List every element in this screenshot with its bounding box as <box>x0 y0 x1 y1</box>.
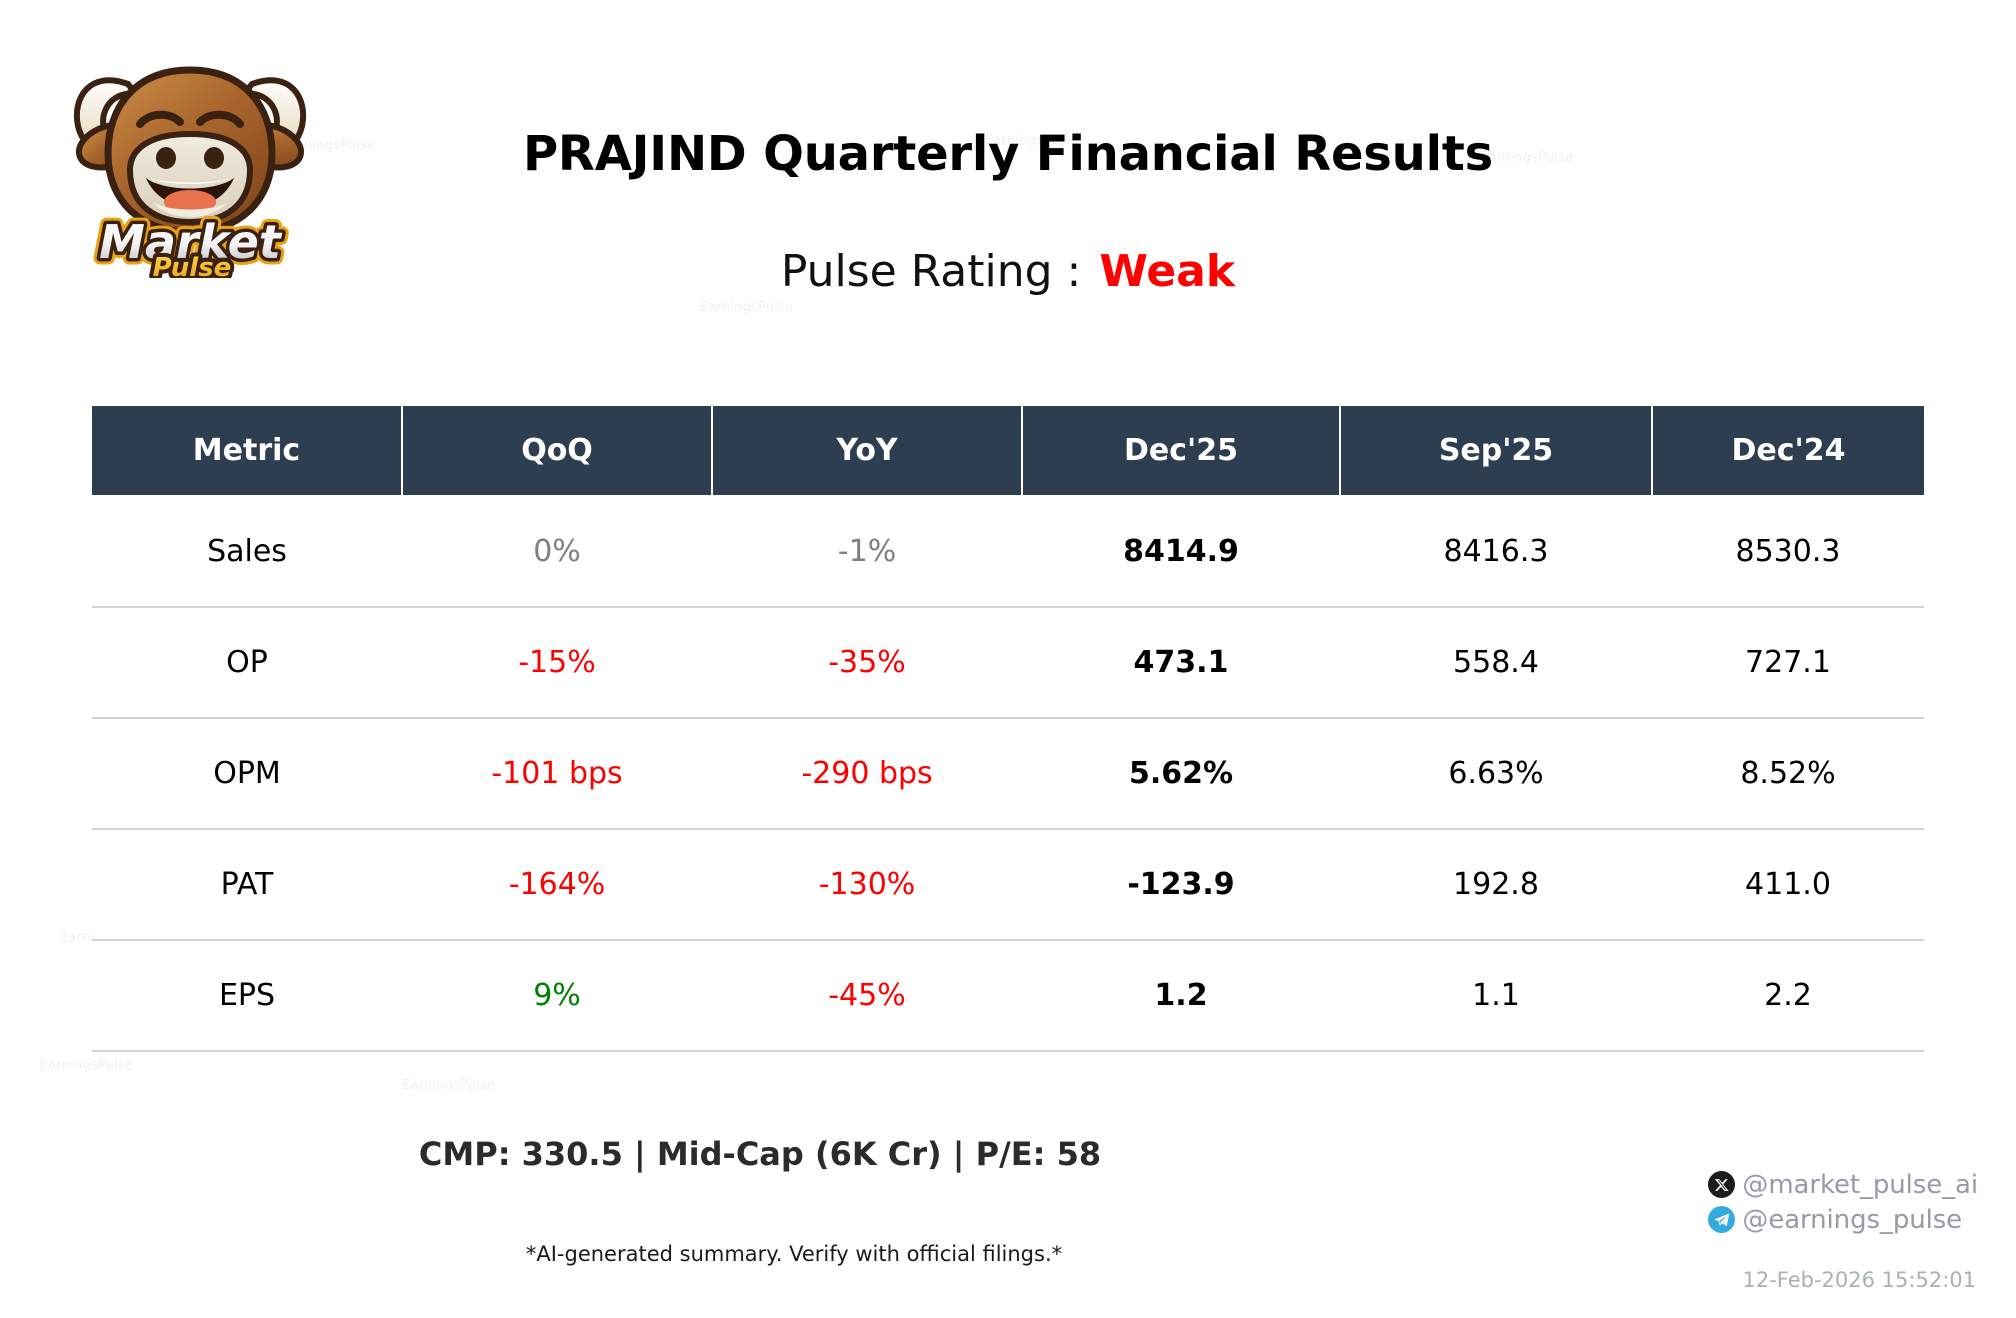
column-header-sep25: Sep'25 <box>1340 406 1653 495</box>
table-row: PAT -164% -130% -123.9 192.8 411.0 <box>92 829 1924 941</box>
cell-yoy: -130% <box>712 829 1022 941</box>
cell-yoy: -290 bps <box>712 718 1022 830</box>
cell-metric: Sales <box>92 495 402 608</box>
cell-c1: 1.2 <box>1022 940 1340 1052</box>
cell-metric: OP <box>92 607 402 719</box>
column-header-dec25: Dec'25 <box>1022 406 1341 495</box>
bull-mascot-logo: Market Market Market Pulse Pulse <box>73 66 307 278</box>
cell-c1: 8414.9 <box>1022 495 1340 608</box>
cell-qoq: 9% <box>402 940 712 1052</box>
cell-yoy: -35% <box>712 607 1022 719</box>
telegram-handle-label: @earnings_pulse <box>1742 1204 1963 1235</box>
cell-c1: -123.9 <box>1022 829 1340 941</box>
x-twitter-icon[interactable] <box>1708 1171 1736 1198</box>
svg-text:Pulse: Pulse <box>153 253 232 278</box>
cell-c2: 8416.3 <box>1340 495 1652 608</box>
table-row: Sales 0% -1% 8414.9 8416.3 8530.3 <box>92 495 1924 608</box>
column-header-dec24: Dec'24 <box>1652 406 1924 495</box>
cell-c2: 192.8 <box>1340 829 1652 941</box>
brand-logo: Market Market Market Pulse Pulse <box>66 26 314 278</box>
watermark-text: EarningsPulse <box>402 1078 496 1093</box>
cell-qoq: -15% <box>402 607 712 719</box>
cell-qoq: -164% <box>402 829 712 941</box>
disclaimer-text: *AI-generated summary. Verify with offic… <box>525 1242 1063 1266</box>
cell-yoy: -1% <box>712 495 1022 608</box>
cell-c2: 558.4 <box>1340 607 1652 719</box>
cell-c3: 8530.3 <box>1652 495 1924 608</box>
table-row: OPM -101 bps -290 bps 5.62% 6.63% 8.52% <box>92 718 1924 830</box>
cell-metric: PAT <box>92 829 402 941</box>
cell-c2: 1.1 <box>1340 940 1652 1052</box>
cell-metric: EPS <box>92 940 402 1052</box>
cell-c3: 727.1 <box>1652 607 1924 719</box>
table-row: EPS 9% -45% 1.2 1.1 2.2 <box>92 940 1924 1052</box>
svg-text:Market: Market <box>99 215 283 269</box>
watermark-text: EarningsPulse <box>700 300 794 315</box>
telegram-icon[interactable] <box>1708 1206 1736 1233</box>
table-header-row: Metric QoQ YoY Dec'25 Sep'25 Dec'24 <box>92 406 1924 495</box>
cell-c1: 5.62% <box>1022 718 1340 830</box>
pulse-rating-label: Pulse Rating : <box>780 246 1082 297</box>
market-summary: CMP: 330.5 | Mid-Cap (6K Cr) | P/E: 58 <box>418 1135 1102 1173</box>
watermark-text: EarningsPulse <box>40 1058 134 1073</box>
svg-text:Market: Market <box>99 215 283 269</box>
social-handles: @market_pulse_ai @earnings_pulse <box>1708 1168 1978 1238</box>
cell-metric: OPM <box>92 718 402 830</box>
pulse-rating-value: Weak <box>1099 246 1236 297</box>
cell-c3: 8.52% <box>1652 718 1924 830</box>
financial-results-table: Metric QoQ YoY Dec'25 Sep'25 Dec'24 Sale… <box>92 406 1924 1052</box>
social-row-telegram[interactable]: @earnings_pulse <box>1708 1203 1978 1236</box>
social-row-x[interactable]: @market_pulse_ai <box>1708 1168 1978 1201</box>
generated-timestamp: 12-Feb-2026 15:52:01 <box>1742 1268 1977 1292</box>
cell-c3: 2.2 <box>1652 940 1924 1052</box>
cell-c1: 473.1 <box>1022 607 1340 719</box>
cell-c3: 411.0 <box>1652 829 1924 941</box>
column-header-metric: Metric <box>92 406 403 495</box>
svg-text:Market: Market <box>99 215 283 269</box>
svg-text:Pulse: Pulse <box>153 253 232 278</box>
cell-qoq: -101 bps <box>402 718 712 830</box>
page-title: PRAJIND Quarterly Financial Results <box>522 126 1494 182</box>
pulse-rating: Pulse Rating : Weak <box>0 246 2016 297</box>
x-handle-label: @market_pulse_ai <box>1742 1169 1978 1200</box>
cell-qoq: 0% <box>402 495 712 608</box>
column-header-qoq: QoQ <box>402 406 713 495</box>
column-header-yoy: YoY <box>712 406 1023 495</box>
table-row: OP -15% -35% 473.1 558.4 727.1 <box>92 607 1924 719</box>
cell-yoy: -45% <box>712 940 1022 1052</box>
cell-c2: 6.63% <box>1340 718 1652 830</box>
